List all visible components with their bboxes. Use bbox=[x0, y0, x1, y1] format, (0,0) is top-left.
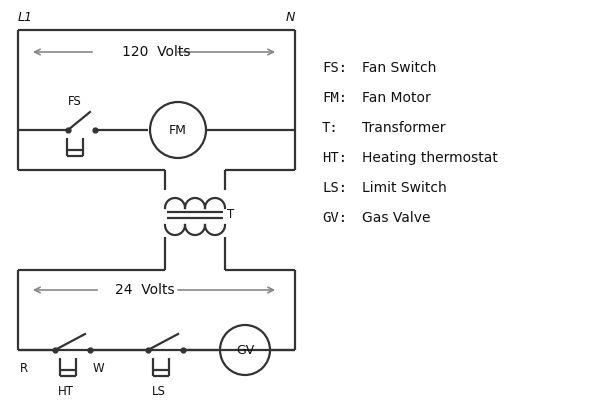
Text: HT:: HT: bbox=[322, 151, 347, 165]
Text: Transformer: Transformer bbox=[362, 121, 445, 135]
Text: T: T bbox=[227, 208, 234, 222]
Text: T:: T: bbox=[322, 121, 339, 135]
Text: Fan Switch: Fan Switch bbox=[362, 61, 437, 75]
Text: FS:: FS: bbox=[322, 61, 347, 75]
Text: LS:: LS: bbox=[322, 181, 347, 195]
Text: Fan Motor: Fan Motor bbox=[362, 91, 431, 105]
Text: L1: L1 bbox=[18, 11, 33, 24]
Text: Limit Switch: Limit Switch bbox=[362, 181, 447, 195]
Text: FM: FM bbox=[169, 124, 187, 136]
Text: Heating thermostat: Heating thermostat bbox=[362, 151, 498, 165]
Text: W: W bbox=[93, 362, 104, 375]
Text: FM:: FM: bbox=[322, 91, 347, 105]
Text: 24  Volts: 24 Volts bbox=[115, 283, 175, 297]
Text: FS: FS bbox=[68, 95, 82, 108]
Text: 120  Volts: 120 Volts bbox=[122, 45, 190, 59]
Text: HT: HT bbox=[58, 385, 74, 398]
Text: N: N bbox=[286, 11, 295, 24]
Text: GV:: GV: bbox=[322, 211, 347, 225]
Text: GV: GV bbox=[236, 344, 254, 356]
Text: LS: LS bbox=[152, 385, 166, 398]
Text: R: R bbox=[20, 362, 28, 375]
Text: Gas Valve: Gas Valve bbox=[362, 211, 431, 225]
